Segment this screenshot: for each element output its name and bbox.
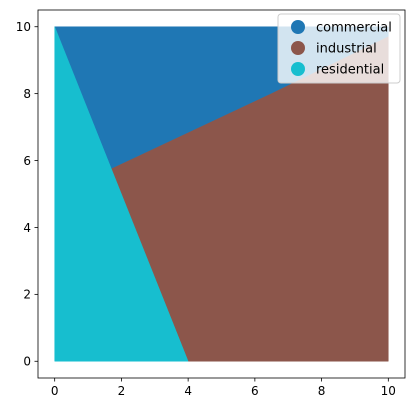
legend-marker-residential [291,62,305,76]
x-ticks: 0 2 4 6 8 10 [51,378,396,398]
x-tick-label: 0 [51,384,59,398]
x-tick-label: 2 [118,384,126,398]
legend-label-commercial: commercial [316,21,392,36]
axes [37,9,406,379]
y-tick-label: 6 [23,154,31,168]
y-tick-label: 4 [23,221,31,235]
x-tick-label: 4 [184,384,192,398]
legend: commercial industrial residential [277,13,401,84]
region-residential [54,26,189,362]
legend-label-residential: residential [316,63,384,78]
y-tick-label: 10 [16,20,31,34]
legend-box [277,13,401,84]
x-tick-label: 10 [381,384,396,398]
x-tick-label: 6 [251,384,259,398]
y-tick-label: 0 [23,355,31,369]
y-ticks: 0 2 4 6 8 10 [16,20,38,369]
legend-marker-industrial [291,41,305,55]
y-tick-label: 8 [23,87,31,101]
legend-label-industrial: industrial [316,42,377,57]
legend-marker-commercial [291,20,305,34]
axes-frame [37,9,406,379]
y-tick-label: 2 [23,288,31,302]
x-tick-label: 8 [318,384,326,398]
